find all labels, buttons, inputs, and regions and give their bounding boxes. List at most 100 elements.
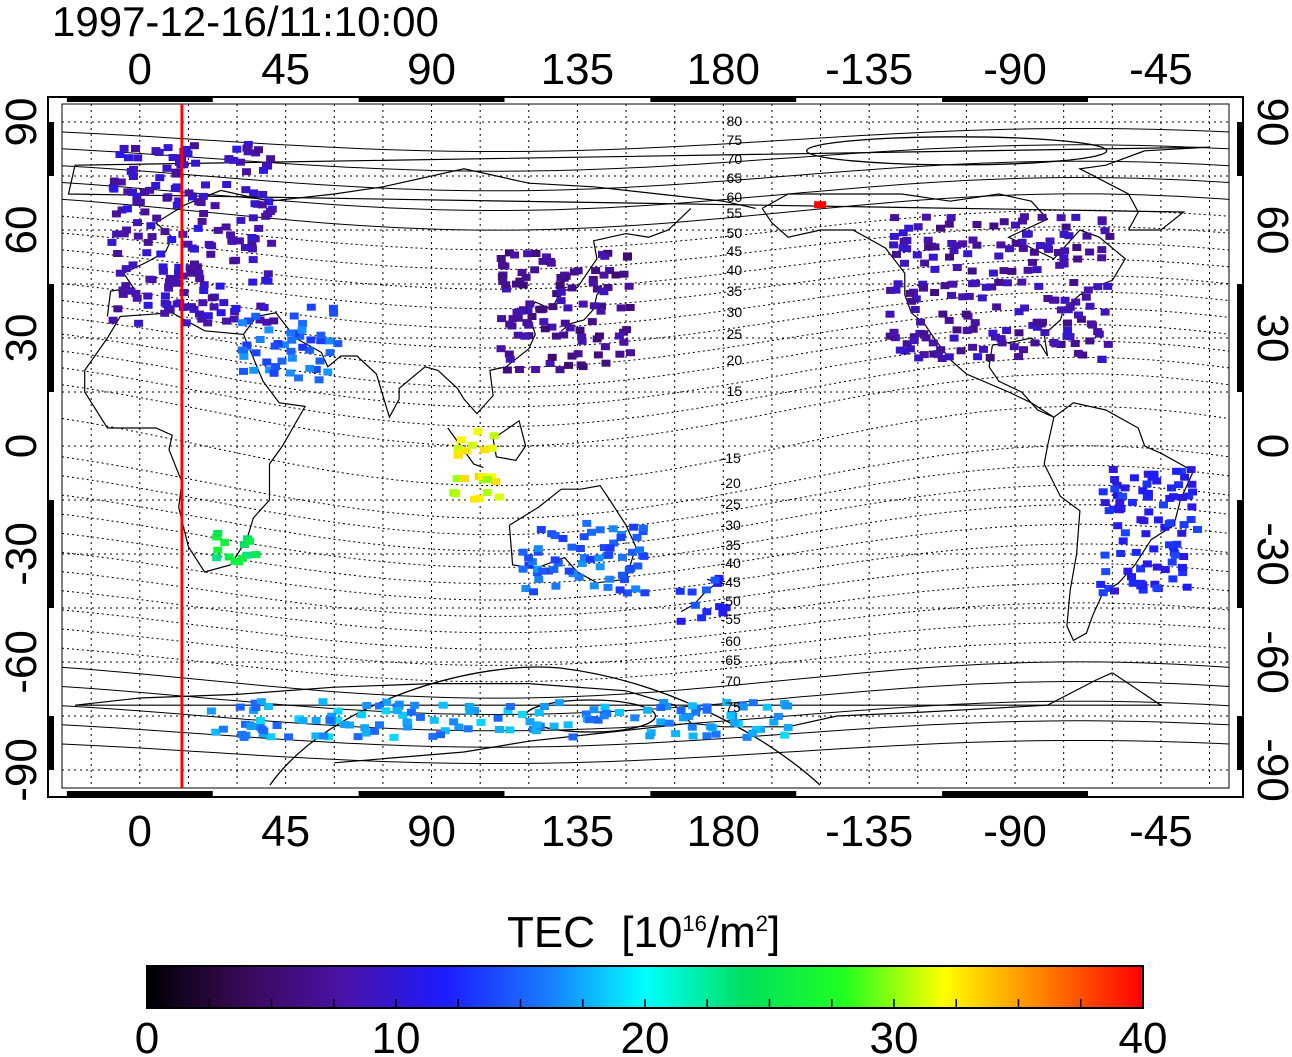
tec-cell [246,723,256,730]
axis-frame-bars [48,97,1243,797]
mlat-contour [61,661,1230,699]
tec-cell [751,726,761,734]
tec-cell [904,224,914,232]
tec-cell [473,428,483,436]
tec-cell [549,566,559,574]
tec-cell [474,494,484,502]
tec-cell [328,304,338,312]
tec-cell [656,704,666,711]
mlat-label: 45 [727,243,743,259]
tec-cell [121,282,131,290]
tec-cell [1032,266,1042,274]
tec-cell [128,261,138,269]
tec-cell [567,352,577,360]
tec-cell [640,589,650,597]
tec-cell [582,519,592,527]
tec-cell [1002,327,1012,334]
tec-cell [531,366,541,373]
tec-cell [609,539,619,547]
tec-cell [962,327,972,334]
lat-tick-right: -90 [1248,738,1292,802]
tec-cell [311,366,321,373]
tec-cell [1097,246,1107,254]
tec-cell [633,562,643,570]
tec-cell [203,312,213,320]
tec-cell [298,717,308,725]
tec-cell [1059,254,1069,262]
tec-cell [907,297,917,305]
tec-cell [272,722,282,729]
tec-cell [584,716,594,724]
tec-cell [936,346,946,354]
tec-cell [1104,584,1114,592]
mlat-contour [61,602,1230,650]
tec-cell [195,275,205,282]
tec-cell [146,222,156,230]
colorbar-title-text: TEC [507,908,595,957]
tec-cell [129,165,138,173]
tec-cell [250,699,260,707]
tec-cell [239,367,248,375]
lat-tick-left: 0 [0,434,46,458]
tec-cell [595,563,605,571]
tec-cell [229,315,239,323]
lon-tick-top: -135 [825,45,913,94]
tec-cell [201,181,210,189]
tec-cell [940,282,950,290]
tec-cell [306,303,316,311]
tec-cell [538,567,548,575]
mlat-contour [61,258,1230,310]
tec-cell [662,703,671,711]
tec-cell [545,360,555,367]
tec-cell [314,376,324,384]
colorbar-tick-label: 20 [621,1014,670,1057]
tec-cell [501,285,511,293]
tec-cell [949,247,959,255]
tec-cell [536,526,546,533]
tec-cell [638,524,648,532]
mlat-contour [61,242,1230,290]
tec-cell [687,588,697,596]
tec-cell [1040,329,1050,337]
tec-cell [1103,340,1113,348]
tec-cell [643,706,653,714]
tec-cell [1118,492,1128,500]
tec-cell [242,551,252,559]
tec-cell [889,328,899,336]
tec-cell [979,345,988,353]
mlat-label: 65 [727,170,743,186]
mlat-label: -55 [721,611,741,627]
tec-cell [697,614,707,622]
tec-cell [142,249,152,257]
tec-cell [1120,529,1130,537]
tec-cell [635,546,645,554]
tec-cell [266,207,275,215]
tec-cell [992,303,1002,311]
tec-cell [1043,295,1053,302]
left-latitude-axis: 90 60 30 0 -30 -60 -90 [0,98,46,802]
tec-cell [135,198,145,206]
tec-cell [567,543,577,551]
tec-cell [496,345,506,353]
tec-cell [599,712,609,720]
tec-cell [783,702,792,710]
tec-cell [251,312,261,320]
tec-cell [994,278,1004,286]
tec-cell [133,232,143,240]
tec-cell [264,198,274,206]
tec-cell [389,733,399,741]
mlat-label: -45 [721,574,741,590]
tec-cell [482,489,492,496]
tec-cell [483,476,492,483]
tec-cell [521,273,531,281]
lon-tick-bottom: -45 [1129,807,1193,856]
tec-cell [565,324,575,332]
tec-cell [1167,558,1177,566]
tec-cell [164,305,174,313]
tec-cell [357,711,367,719]
tec-cell [505,355,515,363]
tec-cell [945,253,954,261]
tec-cell [237,554,247,562]
tec-cell [715,603,725,611]
tec-cell [952,241,962,249]
